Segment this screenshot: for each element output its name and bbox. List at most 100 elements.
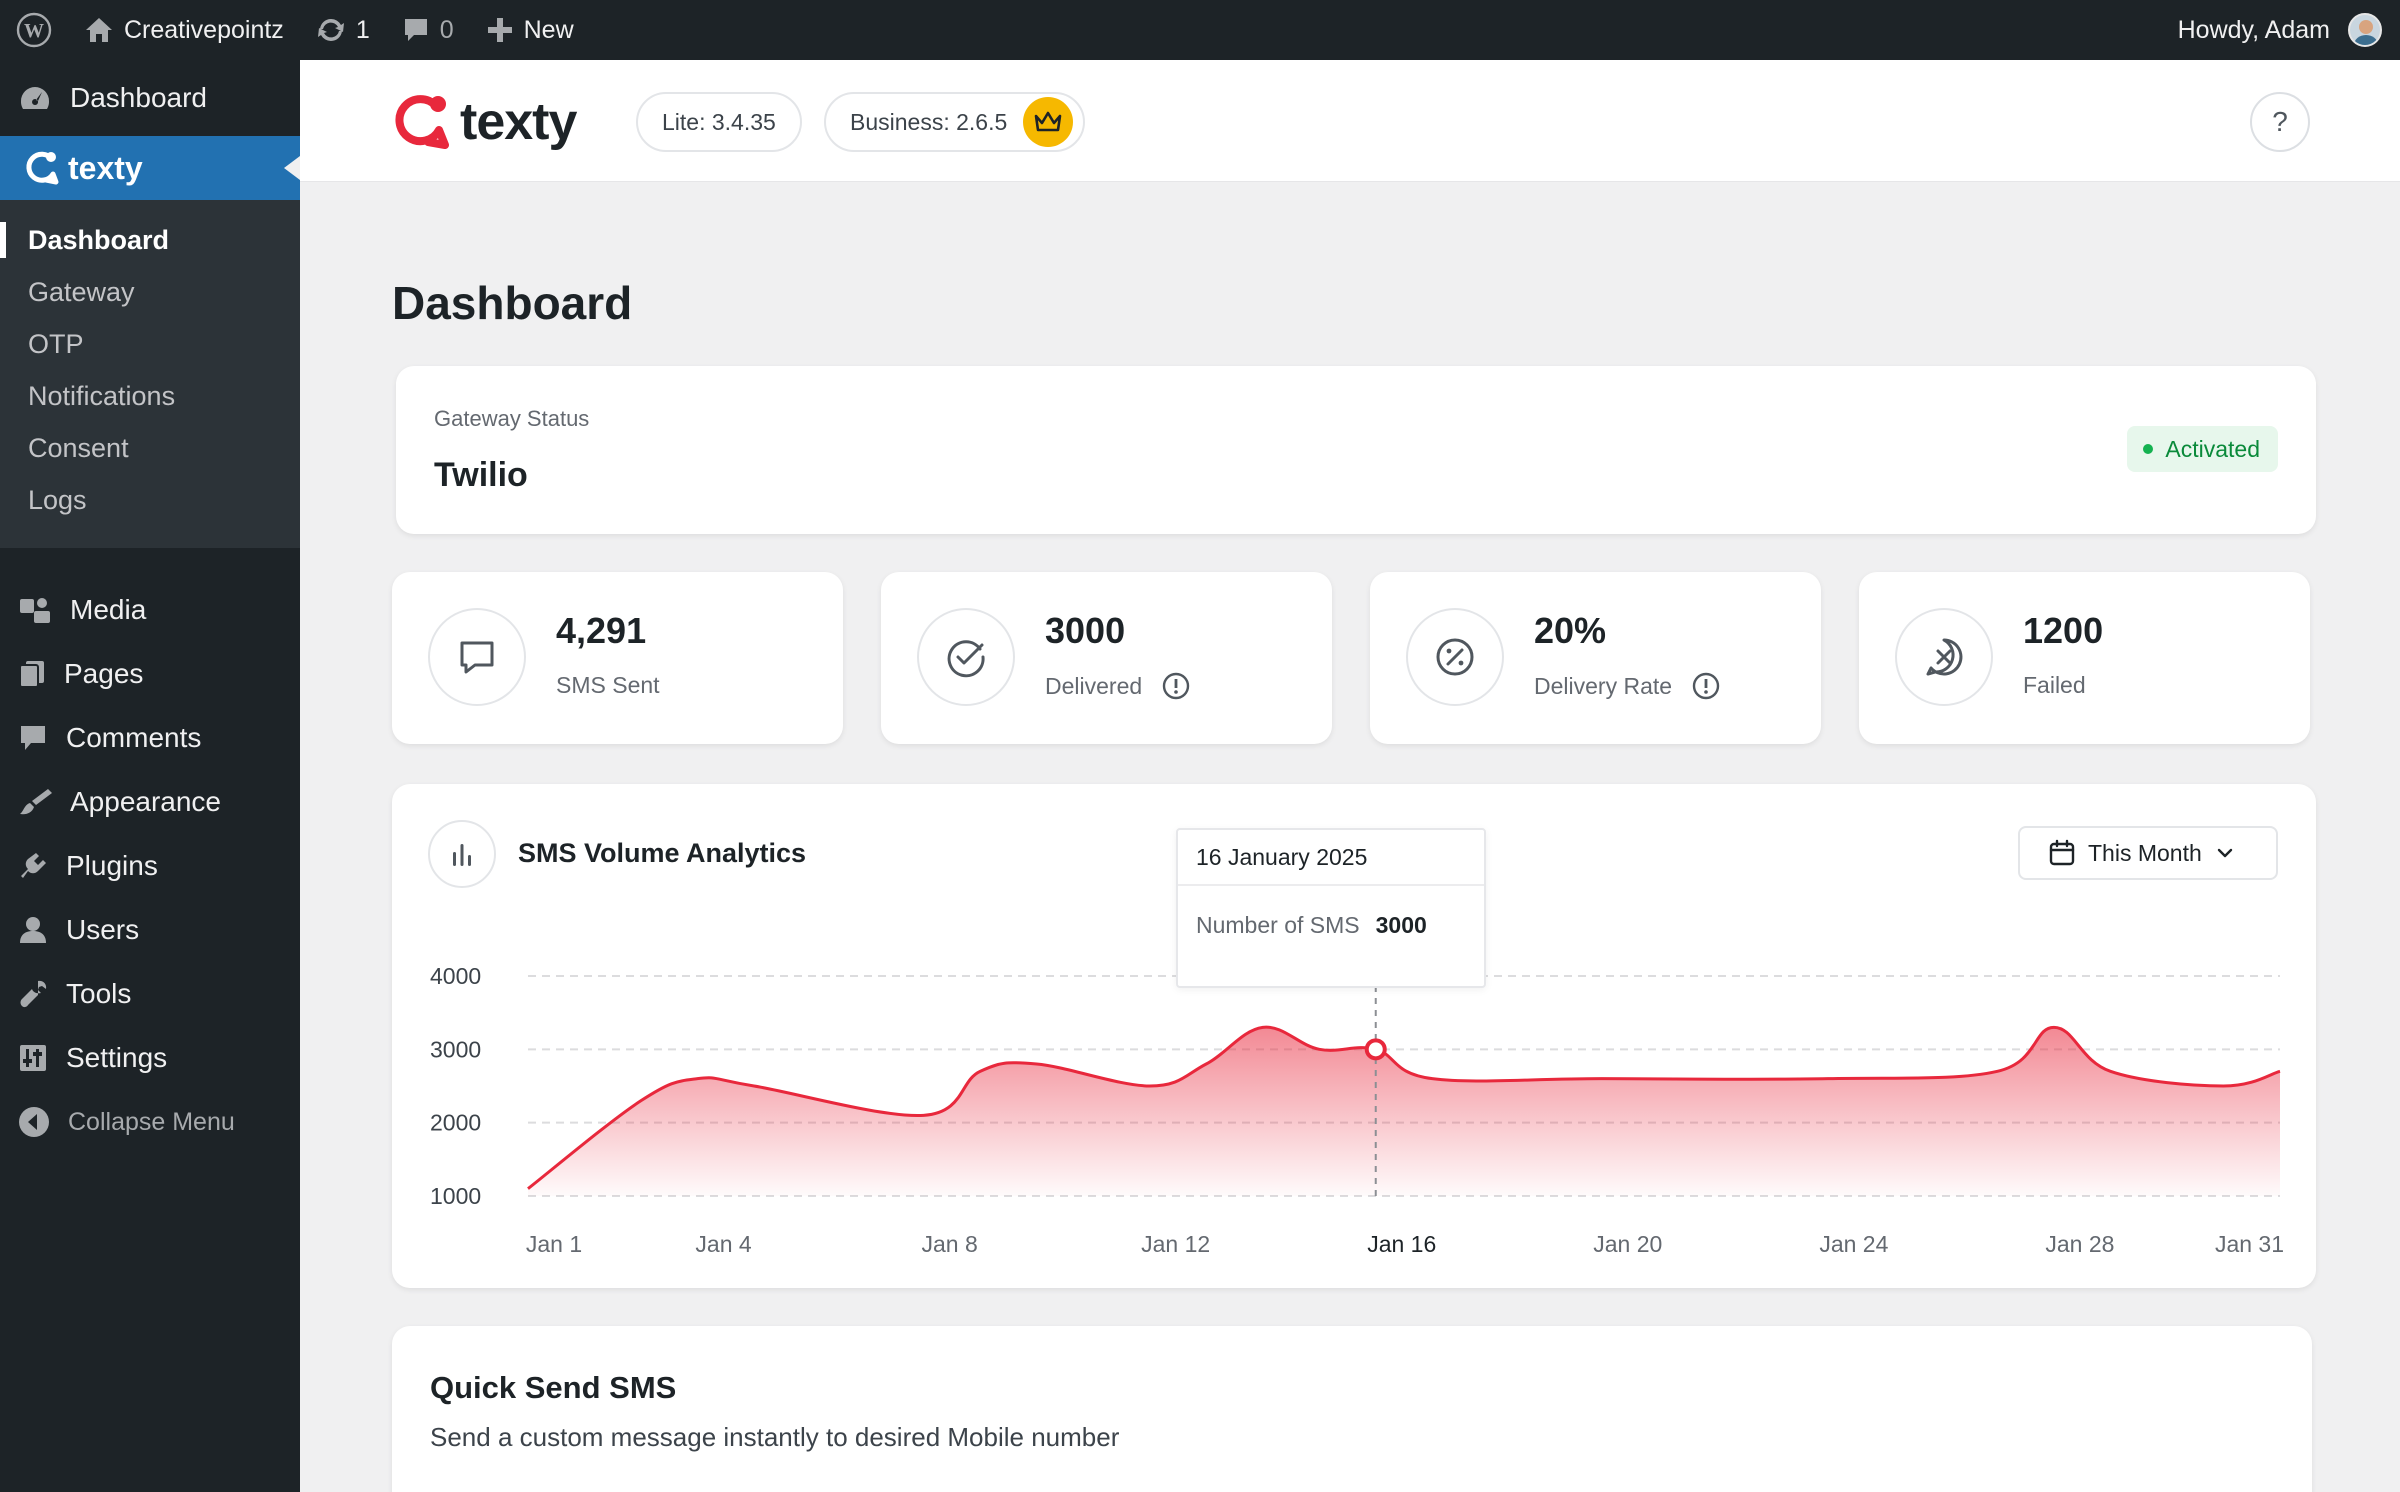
x-tick-label: Jan 31 (2215, 1231, 2284, 1257)
wordpress-logo-icon[interactable]: W (0, 0, 68, 60)
stat-card-failed: 1200 Failed (1859, 572, 2310, 744)
submenu-item-dashboard[interactable]: Dashboard (0, 214, 300, 266)
site-name-link[interactable]: Creativepointz (68, 0, 300, 60)
y-tick-label: 1000 (430, 1183, 481, 1209)
settings-sliders-icon (20, 1045, 46, 1071)
chevron-down-icon (2217, 848, 2232, 858)
sidebar-item-label: Media (70, 594, 147, 625)
admin-sidebar: Dashboard texty Dashboard Gateway OTP No… (0, 60, 300, 1492)
x-tick-label: Jan 8 (921, 1231, 977, 1257)
sidebar-item-plugins[interactable]: Plugins (0, 834, 300, 898)
x-tick-label: Jan 20 (1593, 1231, 1662, 1257)
percent-icon (1406, 608, 1504, 706)
sidebar-item-appearance[interactable]: Appearance (0, 770, 300, 834)
submenu-item-logs[interactable]: Logs (28, 484, 87, 515)
stat-value: 4,291 (556, 610, 647, 651)
sidebar-item-media[interactable]: Media (0, 578, 300, 642)
sidebar-item-label: Plugins (66, 850, 158, 881)
quick-send-subtitle: Send a custom message instantly to desir… (430, 1422, 1120, 1452)
business-version: Business: 2.6.5 (850, 108, 1008, 135)
lite-version: Lite: 3.4.35 (662, 108, 776, 135)
stat-value: 20% (1534, 610, 1607, 651)
y-tick-label: 2000 (430, 1110, 481, 1136)
texty-logo[interactable]: texty (392, 92, 577, 152)
check-circle-icon (917, 608, 1015, 706)
help-icon: ? (2272, 106, 2288, 137)
sidebar-item-label: Appearance (70, 786, 222, 817)
tooltip-value: 3000 (1375, 912, 1427, 938)
help-button[interactable]: ? (2250, 92, 2310, 152)
tooltip-body: Number of SMS 3000 (1178, 886, 1484, 939)
submenu-item-otp[interactable]: OTP (28, 328, 84, 359)
media-icon (20, 598, 50, 623)
paintbrush-icon (20, 789, 52, 815)
avatar[interactable] (2348, 13, 2382, 47)
sidebar-item-label: Users (66, 914, 140, 945)
date-range-dropdown[interactable]: This Month (2018, 826, 2278, 880)
tooltip-label: Number of SMS (1196, 912, 1360, 938)
site-name: Creativepointz (124, 15, 284, 44)
submenu-item-notifications[interactable]: Notifications (28, 380, 176, 411)
collapse-menu-button[interactable]: Collapse Menu (0, 1090, 300, 1154)
comments-link[interactable]: 0 (386, 0, 470, 60)
stat-card-sms-sent: 4,291 SMS Sent (392, 572, 843, 744)
x-tick-label: Jan 4 (695, 1231, 751, 1257)
sidebar-item-settings[interactable]: Settings (0, 1026, 300, 1090)
quick-send-card: Quick Send SMS Send a custom message ins… (392, 1326, 2312, 1492)
svg-text:W: W (24, 20, 44, 42)
dashboard-gauge-icon (20, 87, 50, 109)
new-content-link[interactable]: New (470, 0, 590, 60)
comment-icon (404, 19, 427, 41)
status-text: Activated (2165, 435, 2260, 462)
x-tick-label: Jan 12 (1141, 1231, 1210, 1257)
stat-label: Delivered (1045, 672, 1190, 700)
stat-value: 3000 (1045, 610, 1126, 651)
pages-icon (19, 661, 44, 688)
x-tick-label: Jan 28 (2045, 1231, 2114, 1257)
texty-submenu: Dashboard Gateway OTP Notifications Cons… (0, 200, 300, 548)
submenu-item-gateway[interactable]: Gateway (28, 276, 135, 307)
tooltip-date: 16 January 2025 (1178, 830, 1484, 886)
calendar-icon (2049, 839, 2075, 866)
sidebar-item-tools[interactable]: Tools (0, 962, 300, 1026)
sidebar-item-label: Settings (66, 1042, 168, 1073)
page-title: Dashboard (392, 277, 633, 329)
sidebar-item-texty[interactable]: texty (0, 136, 300, 200)
message-icon (428, 608, 526, 706)
gateway-name: Twilio (434, 456, 528, 494)
series-area (528, 1027, 2280, 1196)
gateway-status-card: Gateway Status Twilio Activated (396, 366, 2316, 534)
comments-icon (21, 726, 45, 750)
comments-count: 0 (439, 15, 454, 44)
users-icon (20, 917, 46, 943)
wrench-icon (20, 980, 47, 1008)
logo-text: texty (460, 93, 577, 151)
stat-label: Delivery Rate (1534, 672, 1720, 700)
stat-card-delivered: 3000 Delivered (881, 572, 1332, 744)
status-badge: Activated (2127, 426, 2278, 472)
y-tick-label: 4000 (430, 963, 481, 989)
info-icon[interactable] (1692, 672, 1720, 700)
sidebar-item-dashboard[interactable]: Dashboard (0, 60, 300, 136)
texty-logo-icon (395, 95, 449, 149)
stat-label-text: SMS Sent (556, 672, 660, 698)
plugin-header: texty Lite: 3.4.35 Business: 2.6.5 ? (300, 60, 2400, 182)
submenu-item-consent[interactable]: Consent (28, 432, 129, 463)
new-label: New (523, 15, 574, 44)
plugin-icon (21, 853, 46, 878)
updates-link[interactable]: 1 (300, 0, 386, 60)
hover-point[interactable] (1364, 1038, 1387, 1061)
sidebar-item-comments[interactable]: Comments (0, 706, 300, 770)
sidebar-item-pages[interactable]: Pages (0, 642, 300, 706)
updates-icon (317, 18, 344, 42)
stat-label: SMS Sent (556, 672, 660, 699)
info-icon[interactable] (1162, 672, 1190, 700)
sidebar-item-users[interactable]: Users (0, 898, 300, 962)
greeting[interactable]: Howdy, Adam (2177, 15, 2330, 44)
texty-logo-icon (26, 151, 59, 185)
stat-label-text: Failed (2023, 672, 2086, 698)
sidebar-item-label: Comments (66, 722, 202, 753)
updates-count: 1 (355, 15, 370, 44)
stat-label: Failed (2023, 672, 2086, 699)
